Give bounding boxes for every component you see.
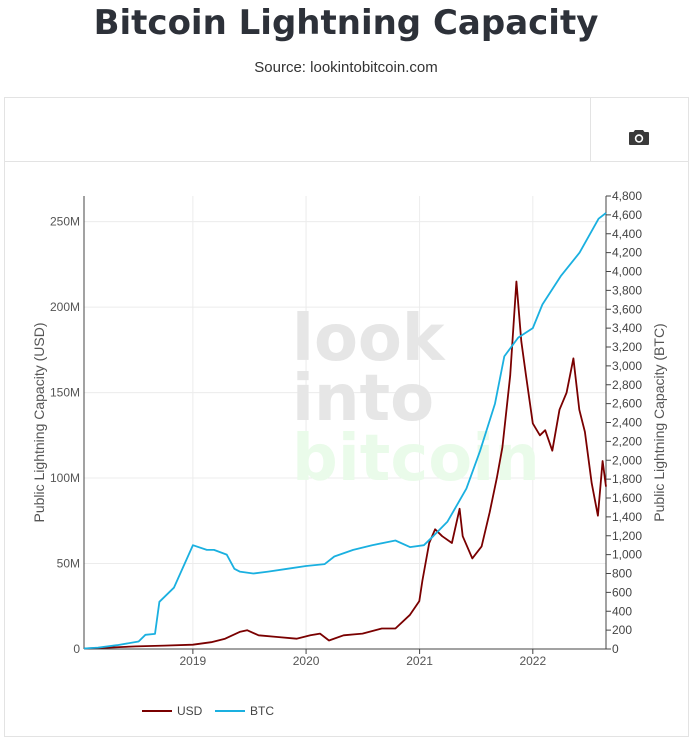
x-tick-label: 2022 bbox=[519, 654, 546, 668]
y-right-tick-label: 2,400 bbox=[612, 416, 642, 430]
y-right-tick-label: 2,000 bbox=[612, 453, 642, 467]
x-tick-label: 2020 bbox=[293, 654, 320, 668]
legend: USD BTC bbox=[142, 704, 274, 718]
series-line-usd bbox=[83, 280, 607, 650]
chart-toolbar bbox=[5, 98, 688, 162]
chart-panel bbox=[4, 97, 689, 737]
y-right-tick-label: 1,200 bbox=[612, 529, 642, 543]
y-right-tick-label: 2,800 bbox=[612, 378, 642, 392]
y-right-tick-label: 0 bbox=[612, 642, 619, 656]
toolbar-divider bbox=[590, 98, 591, 161]
y-right-tick-label: 1,400 bbox=[612, 510, 642, 524]
series-lines bbox=[83, 212, 607, 650]
y-left-tick-label: 100M bbox=[50, 471, 80, 485]
y-right-tick-label: 3,200 bbox=[612, 340, 642, 354]
y-left-tick-label: 0 bbox=[73, 642, 80, 656]
y-right-tick-label: 1,800 bbox=[612, 472, 642, 486]
y-right-tick-label: 4,200 bbox=[612, 246, 642, 260]
y-right-tick-label: 200 bbox=[612, 623, 632, 637]
chart-source: Source: lookintobitcoin.com bbox=[254, 59, 438, 76]
y-right-tick-label: 3,400 bbox=[612, 321, 642, 335]
y-right-tick-label: 3,600 bbox=[612, 302, 642, 316]
watermark-bitcoin: bitcoin bbox=[292, 422, 540, 496]
watermark-look: look bbox=[292, 302, 446, 376]
y-left-tick-label: 250M bbox=[50, 215, 80, 229]
y-right-tick-label: 4,800 bbox=[612, 189, 642, 203]
y-right-tick-label: 2,200 bbox=[612, 434, 642, 448]
y-right-tick-label: 1,600 bbox=[612, 491, 642, 505]
watermark: look into bitcoin bbox=[292, 302, 540, 496]
series-line-btc bbox=[83, 212, 607, 650]
y-right-tick-label: 400 bbox=[612, 604, 632, 618]
y-right-tick-label: 4,000 bbox=[612, 265, 642, 279]
y-left-axis-title: Public Lightning Capacity (USD) bbox=[31, 323, 47, 523]
legend-label-btc: BTC bbox=[250, 704, 274, 718]
y-right-tick-label: 4,600 bbox=[612, 208, 642, 222]
x-tick-label: 2021 bbox=[406, 654, 433, 668]
x-tick-label: 2019 bbox=[180, 654, 207, 668]
y-right-tick-label: 4,400 bbox=[612, 227, 642, 241]
y-left-tick-label: 50M bbox=[57, 557, 80, 571]
y-right-tick-label: 2,600 bbox=[612, 397, 642, 411]
y-left-tick-label: 200M bbox=[50, 300, 80, 314]
y-left-tick-label: 150M bbox=[50, 386, 80, 400]
axes: 0 50M 100M 150M 200M 250M 0 200 400 600 800 1,000 1,… bbox=[31, 189, 667, 668]
legend-label-usd: USD bbox=[177, 704, 203, 718]
y-right-tick-label: 1,000 bbox=[612, 548, 642, 562]
camera-icon[interactable] bbox=[626, 126, 652, 148]
watermark-into: into bbox=[292, 362, 434, 436]
page-title: Bitcoin Lightning Capacity bbox=[93, 3, 599, 43]
y-right-tick-label: 3,800 bbox=[612, 283, 642, 297]
y-right-axis-title: Public Lightning Capacity (BTC) bbox=[651, 323, 667, 521]
y-right-tick-label: 800 bbox=[612, 567, 632, 581]
y-right-tick-label: 600 bbox=[612, 585, 632, 599]
y-right-tick-label: 3,000 bbox=[612, 359, 642, 373]
